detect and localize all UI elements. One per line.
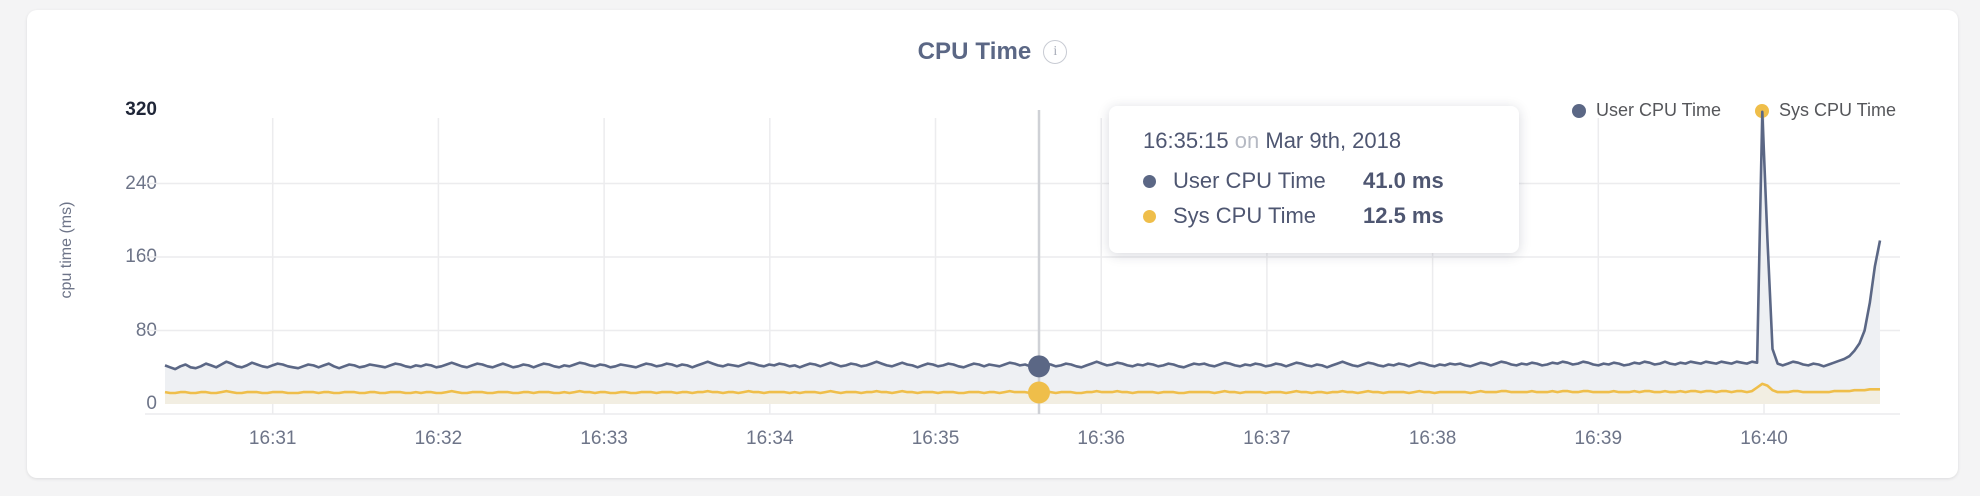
y-tick-240: 240 [125,172,157,194]
tooltip-date: Mar 9th, 2018 [1265,128,1402,153]
legend-dot-user [1571,103,1586,118]
tooltip-label-user: User CPU Time [1173,168,1326,193]
tooltip-value-sys: 12.5 ms [1363,203,1444,228]
chart-legend: User CPU Time Sys CPU Time [1571,100,1896,121]
tooltip-dot-user [1143,174,1156,188]
series-line-sys[interactable] [164,382,1880,395]
y-tick-0: 0 [146,393,157,414]
x-tick-16-31: 16:31 [248,428,297,449]
hover-marker-user [1028,355,1050,378]
chart-plot-area[interactable]: cpu time (ms) 0 80 160 240 320 16:31 16:32 16:… [27,10,1958,478]
x-tick-16-40: 16:40 [1740,428,1788,449]
legend-label-user: User CPU Time [1595,100,1721,120]
x-tick-16-36: 16:36 [1077,428,1125,449]
y-tick-320: 320 [125,99,157,120]
y-tick-160: 160 [125,246,157,267]
tooltip-on-word: on [1234,128,1260,153]
page-title: CPU Time i [27,38,1958,66]
tooltip-label-sys: Sys CPU Time [1173,203,1317,228]
x-tick-16-35: 16:35 [911,428,960,449]
legend-item-sys-cpu-time[interactable]: Sys CPU Time [1754,100,1896,121]
x-tick-16-32: 16:32 [414,428,463,449]
x-tick-16-33: 16:33 [580,428,628,449]
series-area-sys [165,383,1880,404]
chart-title-text: CPU Time [917,38,1032,65]
legend-item-user-cpu-time[interactable]: User CPU Time [1571,100,1721,121]
x-tick-16-37: 16:37 [1243,428,1291,449]
x-tick-16-38: 16:38 [1408,428,1457,449]
cpu-time-card: CPU Time i User CPU Time Sys CPU Time cp… [27,10,1958,478]
hover-marker-sys [1028,381,1050,404]
chart-svg[interactable] [27,10,1958,478]
info-icon[interactable]: i [1043,40,1068,64]
tooltip-timestamp: 16:35:15 on Mar 9th, 2018 [1143,128,1485,154]
tooltip-value-user: 41.0 ms [1363,168,1444,193]
y-axis-ticks: 0 80 160 240 320 [82,10,157,478]
info-icon-glyph: i [1053,44,1058,59]
x-tick-16-39: 16:39 [1574,428,1623,449]
legend-label-sys: Sys CPU Time [1778,100,1896,120]
tooltip-row-sys: Sys CPU Time 12.5 ms [1143,203,1485,229]
tooltip-row-user: User CPU Time 41.0 ms [1143,168,1485,194]
series-line-user[interactable] [164,110,1882,371]
chart-tooltip: 16:35:15 on Mar 9th, 2018 User CPU Time … [1109,106,1519,253]
legend-dot-sys [1754,103,1769,118]
tooltip-dot-sys [1143,209,1156,223]
tooltip-time: 16:35:15 [1143,128,1229,153]
x-tick-16-34: 16:34 [746,428,794,449]
series-area-user [165,111,1880,405]
